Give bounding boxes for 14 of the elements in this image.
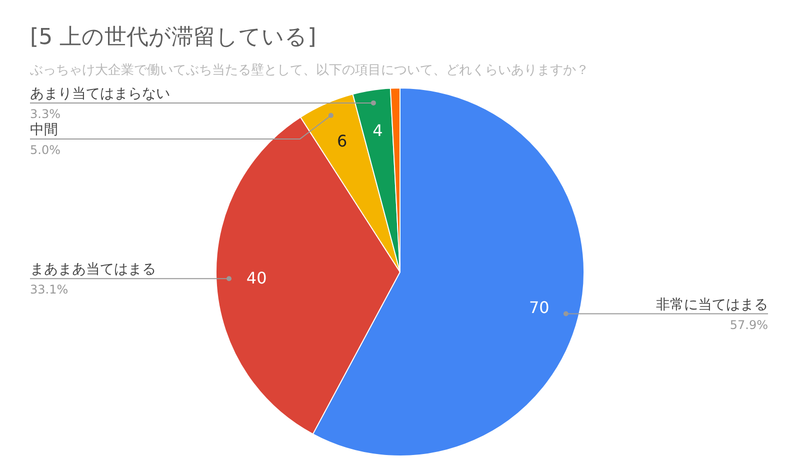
text: 33.1% xyxy=(30,282,68,297)
text: 57.9% xyxy=(730,318,768,332)
chart-subtitle: ぶっちゃけ大企業で働いてぶち当たる壁として、以下の項目について、どれくらいありますか？ xyxy=(30,63,589,78)
data-label: 6 xyxy=(336,132,348,151)
text: 5.0% xyxy=(30,142,60,157)
slice-label: まあまあ当てはまる xyxy=(30,262,156,278)
data-label: 70 xyxy=(528,298,550,318)
data-label: 40 xyxy=(246,268,267,288)
slice-label: 非常に当てはまる xyxy=(656,296,768,313)
slice-label: あまり当てはまらない xyxy=(30,86,170,102)
data-label: 4 xyxy=(372,121,383,140)
text: 3.3% xyxy=(30,106,60,121)
chart-title: [5 上の世代が滞留している] xyxy=(30,25,316,50)
slice-label: 中間 xyxy=(30,122,58,138)
